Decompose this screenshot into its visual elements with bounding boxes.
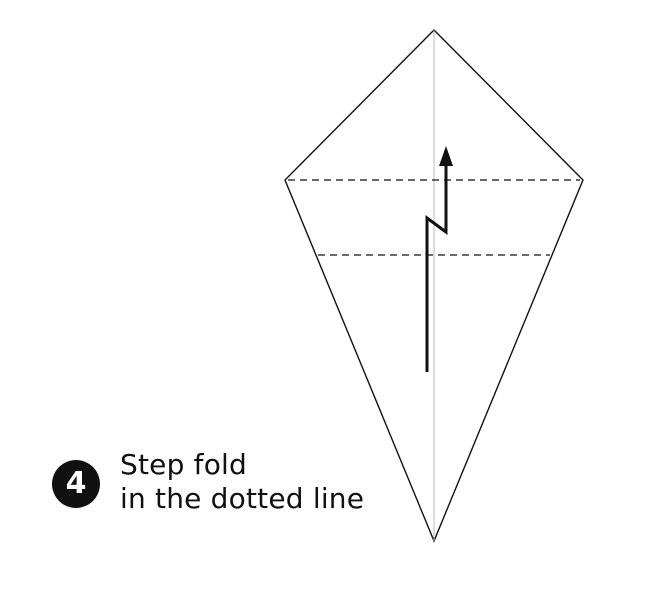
instruction-line-2: in the dotted line <box>120 482 365 515</box>
step-fold-arrow-head-icon <box>439 146 453 166</box>
instruction-line-1: Step fold <box>120 448 247 481</box>
step-number: 4 <box>65 466 87 501</box>
step-instruction: Step fold in the dotted line <box>120 448 420 516</box>
step-number-badge: 4 <box>52 460 100 508</box>
step-fold-arrow-path <box>425 163 448 372</box>
